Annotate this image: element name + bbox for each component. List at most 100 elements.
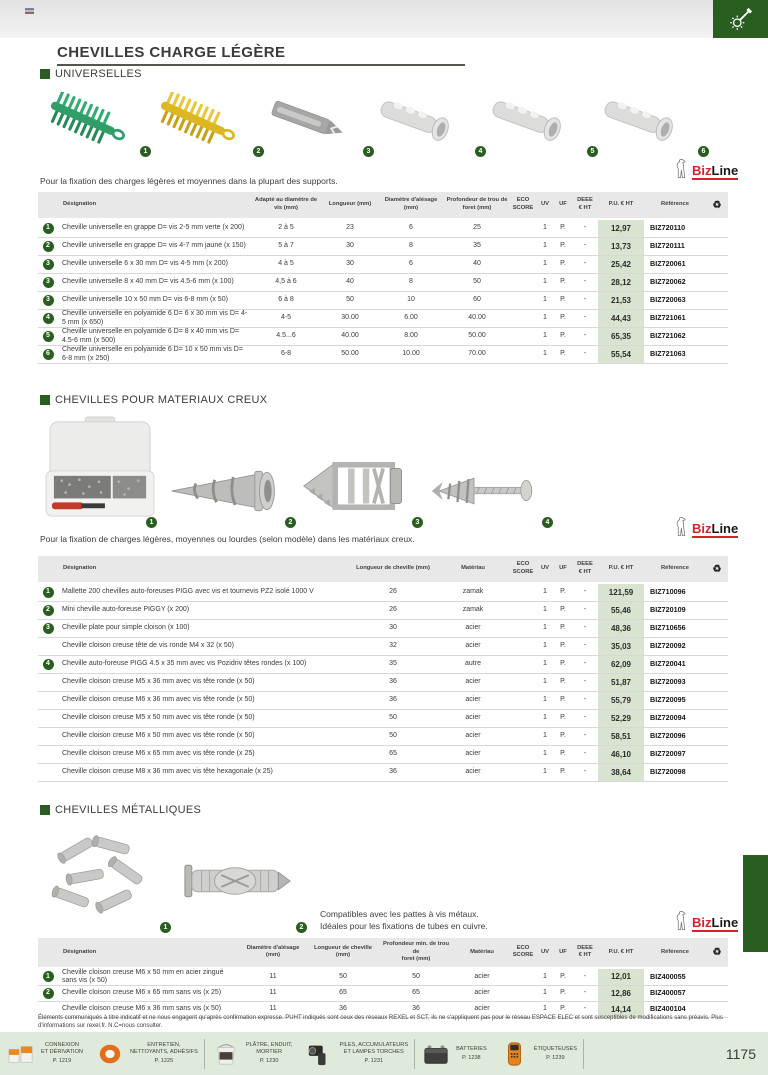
table-cell: 30 (322, 255, 378, 274)
table-cell: Cheville cloison creuse M6 x 50 mm avec … (58, 727, 350, 746)
table-cell: 1 (536, 619, 554, 638)
column-header: UF (554, 192, 572, 220)
column-header: Désignation (58, 192, 250, 220)
materiaux-creux-table: Désignation Longueur de cheville (mm) Maté… (38, 556, 728, 782)
table-cell: 1 (536, 255, 554, 274)
table-cell (510, 1001, 536, 1018)
table-cell: 11 (238, 1001, 308, 1018)
table-row: Cheville cloison creuse M6 x 36 mm sans … (38, 1001, 728, 1018)
footer-page-ref: P. 1225 (154, 1058, 174, 1064)
row-number-cell: 2 (38, 237, 58, 256)
price-cell: 13,73 (598, 237, 644, 256)
table-cell (706, 255, 728, 274)
row-number-cell: 2 (38, 601, 58, 620)
table-cell: P. (554, 637, 572, 656)
footer-page-ref: P. 1231 (364, 1058, 384, 1064)
product-image-cheville-blanche (596, 94, 688, 155)
row-number-cell (38, 691, 58, 710)
table-cell (510, 583, 536, 602)
item-number-badge: 2 (296, 922, 307, 933)
row-number-cell (38, 727, 58, 746)
footer-separator (203, 1038, 205, 1069)
table-cell: 1 (536, 219, 554, 238)
table-cell: - (572, 255, 598, 274)
table-cell: - (572, 637, 598, 656)
column-header: P.U. € HT (598, 192, 644, 220)
footer-item-platre[interactable]: PLÂTRE, ENDUIT, MORTIER P. 1230 (205, 1032, 299, 1075)
footer-item-piles[interactable]: PILES, ACCUMULATEURS ET LAMPES TORCHES P.… (298, 1032, 414, 1075)
row-number-cell: 3 (38, 255, 58, 274)
footer-item-etiqueteuses[interactable]: ÉTIQUETEUSES P. 1239 (493, 1032, 583, 1075)
column-header: Référence (644, 938, 706, 969)
table-cell (706, 291, 728, 310)
gear-screwdriver-icon (729, 7, 752, 30)
table-cell: - (572, 219, 598, 238)
footer-page-ref: P. 1239 (546, 1054, 565, 1061)
footer-label: ÉTIQUETEUSES (533, 1045, 577, 1052)
table-cell: Cheville universelle 10 x 50 mm D= vis 6… (58, 291, 250, 310)
footer-page-ref: P. 1238 (462, 1054, 481, 1061)
table-cell: 1 (536, 985, 554, 1002)
table-cell: 35 (350, 655, 436, 674)
table-cell: acier (454, 1001, 510, 1018)
table-cell: P. (554, 583, 572, 602)
footer-label: PLÂTRE, ENDUIT, MORTIER (245, 1042, 293, 1055)
table-cell: 50 (350, 727, 436, 746)
green-square-bullet (40, 69, 50, 79)
item-number-badge: 3 (42, 295, 54, 306)
table-cell: Cheville universelle en polyamide 6 D= 8… (58, 327, 250, 346)
section-intro: Pour la fixation de charges légères, moy… (40, 534, 415, 544)
table-cell: zamak (436, 601, 510, 620)
table-cell: 11 (238, 985, 308, 1002)
table-cell: 40.00 (322, 327, 378, 346)
table-row: 3 Cheville universelle 6 x 30 mm D= vis 4… (38, 255, 728, 274)
table-cell: P. (554, 255, 572, 274)
row-number-cell (38, 637, 58, 656)
column-header (38, 556, 58, 584)
table-cell: 6 (378, 219, 444, 238)
table-cell: 6 à 8 (250, 291, 322, 310)
row-number-cell (38, 709, 58, 728)
item-number-badge: 5 (42, 331, 54, 342)
row-number-cell (38, 763, 58, 782)
table-cell (510, 255, 536, 274)
table-cell: - (572, 709, 598, 728)
reference-cell: BIZ400104 (644, 1001, 706, 1018)
column-header: Désignation (58, 938, 238, 969)
table-row: Cheville cloison creuse M5 x 36 mm avec … (38, 673, 728, 692)
table-row: 4 Cheville universelle en polyamide 6 D= … (38, 309, 728, 328)
column-header: Diamètre d'alésage (mm) (238, 938, 308, 969)
table-cell: - (572, 583, 598, 602)
green-square-bullet (40, 805, 50, 815)
footer-item-entretien[interactable]: ENTRETIEN, NETTOYANTS, ADHÉSIFS P. 1225 (89, 1032, 204, 1075)
item-number-badge: 1 (42, 587, 54, 598)
table-cell (706, 327, 728, 346)
table-cell: Cheville universelle 6 x 30 mm D= vis 4-… (58, 255, 250, 274)
table-cell (706, 727, 728, 746)
table-cell: 36 (350, 763, 436, 782)
brand-biz: Biz (692, 915, 712, 930)
table-cell: acier (436, 709, 510, 728)
column-header (38, 938, 58, 969)
row-number-cell: 5 (38, 327, 58, 346)
item-number-badge: 4 (542, 517, 553, 528)
table-cell: 4 à 5 (250, 255, 322, 274)
table-row: 1 Cheville universelle en grappe D= vis 2… (38, 219, 728, 238)
footer-item-connexion[interactable]: CONNEXION ET DÉRIVATION P. 1219 (0, 1032, 89, 1075)
table-cell (510, 237, 536, 256)
product-image-cheville-metallique (180, 852, 298, 915)
table-cell: 30 (322, 237, 378, 256)
section-intro: Compatibles avec les pattes à vis métaux… (320, 909, 488, 931)
table-cell: P. (554, 709, 572, 728)
row-number-cell: 3 (38, 273, 58, 292)
legal-disclaimer: Éléments communiqués à titre indicatif e… (38, 1015, 723, 1029)
table-cell: Cheville universelle en polyamide 6 D= 1… (58, 345, 250, 364)
table-cell: 30 (350, 619, 436, 638)
table-cell: zamak (436, 583, 510, 602)
table-cell (706, 619, 728, 638)
table-cell: 4.5...6 (250, 327, 322, 346)
footer-item-batteries[interactable]: BATTERIES P. 1238 (415, 1032, 493, 1075)
table-cell: acier (436, 727, 510, 746)
price-cell: 55,54 (598, 345, 644, 364)
table-cell: P. (554, 745, 572, 764)
